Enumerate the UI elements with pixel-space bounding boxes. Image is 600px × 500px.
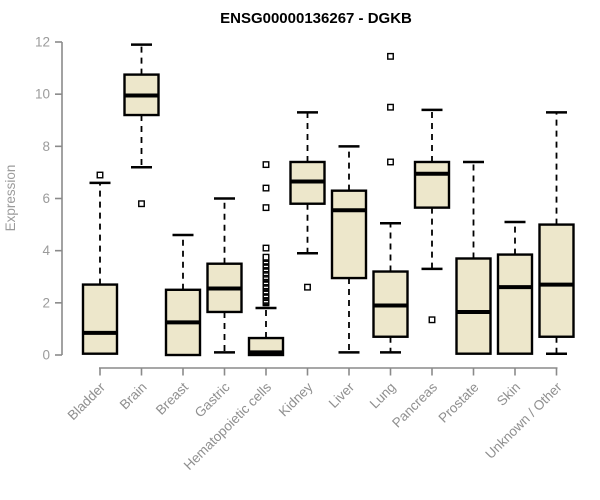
outlier-hematopoietic-cells — [262, 161, 270, 169]
box-group-gastric — [206, 197, 243, 354]
x-tick-label-brain: Brain — [117, 380, 150, 413]
chart-title: ENSG00000136267 - DGKB — [220, 10, 412, 27]
outlier-hematopoietic-cells — [262, 204, 270, 212]
x-tick-label-lung: Lung — [367, 380, 399, 412]
boxes-layer — [81, 43, 575, 357]
y-tick-label: 10 — [35, 87, 50, 102]
y-tick-label: 0 — [42, 348, 50, 363]
outlier-lung — [387, 52, 394, 60]
y-tick-label: 12 — [35, 35, 50, 50]
box-group-kidney — [289, 111, 326, 291]
x-tick-label-breast: Breast — [153, 379, 191, 417]
box-group-lung — [372, 52, 409, 354]
outlier-lung — [387, 103, 394, 111]
outlier-brain — [138, 200, 145, 208]
box-unknown-other — [538, 223, 575, 338]
outlier-bladder — [96, 171, 104, 179]
box-group-liver — [330, 145, 368, 354]
x-tick-label-kidney: Kidney — [276, 379, 316, 419]
box-group-prostate — [455, 160, 492, 355]
x-tick-label-prostate: Prostate — [435, 380, 481, 426]
y-tick-label: 4 — [42, 243, 50, 258]
outlier-pancreas — [428, 316, 436, 324]
outlier-lung — [387, 158, 394, 166]
box-pancreas — [413, 160, 451, 209]
x-tick-label-bladder: Bladder — [65, 379, 109, 423]
outlier-hematopoietic-cells — [262, 184, 270, 192]
x-tick-label-skin: Skin — [494, 380, 523, 409]
box-prostate — [455, 257, 492, 355]
box-group-bladder — [81, 171, 119, 355]
box-liver — [330, 189, 368, 280]
y-tick-label: 6 — [42, 191, 50, 206]
x-tick-label-gastric: Gastric — [192, 379, 233, 420]
y-tick-label: 8 — [42, 139, 50, 154]
outlier-hematopoietic-cells — [262, 253, 270, 261]
outlier-hematopoietic-cells — [262, 244, 270, 252]
box-group-unknown-other — [538, 111, 575, 355]
x-tick-label-liver: Liver — [326, 379, 358, 411]
y-axis-label: Expression — [3, 165, 18, 232]
box-bladder — [81, 283, 119, 355]
box-group-pancreas — [413, 108, 451, 324]
box-group-breast — [164, 233, 202, 357]
x-tick-label-pancreas: Pancreas — [389, 379, 440, 430]
outlier-kidney — [304, 283, 311, 291]
y-tick-label: 2 — [42, 295, 50, 310]
box-skin — [496, 253, 534, 355]
box-group-brain — [123, 43, 160, 208]
box-group-skin — [496, 220, 534, 355]
x-tick-label-unknown-other: Unknown / Other — [482, 379, 565, 462]
box-group-hematopoietic-cells — [247, 161, 285, 357]
